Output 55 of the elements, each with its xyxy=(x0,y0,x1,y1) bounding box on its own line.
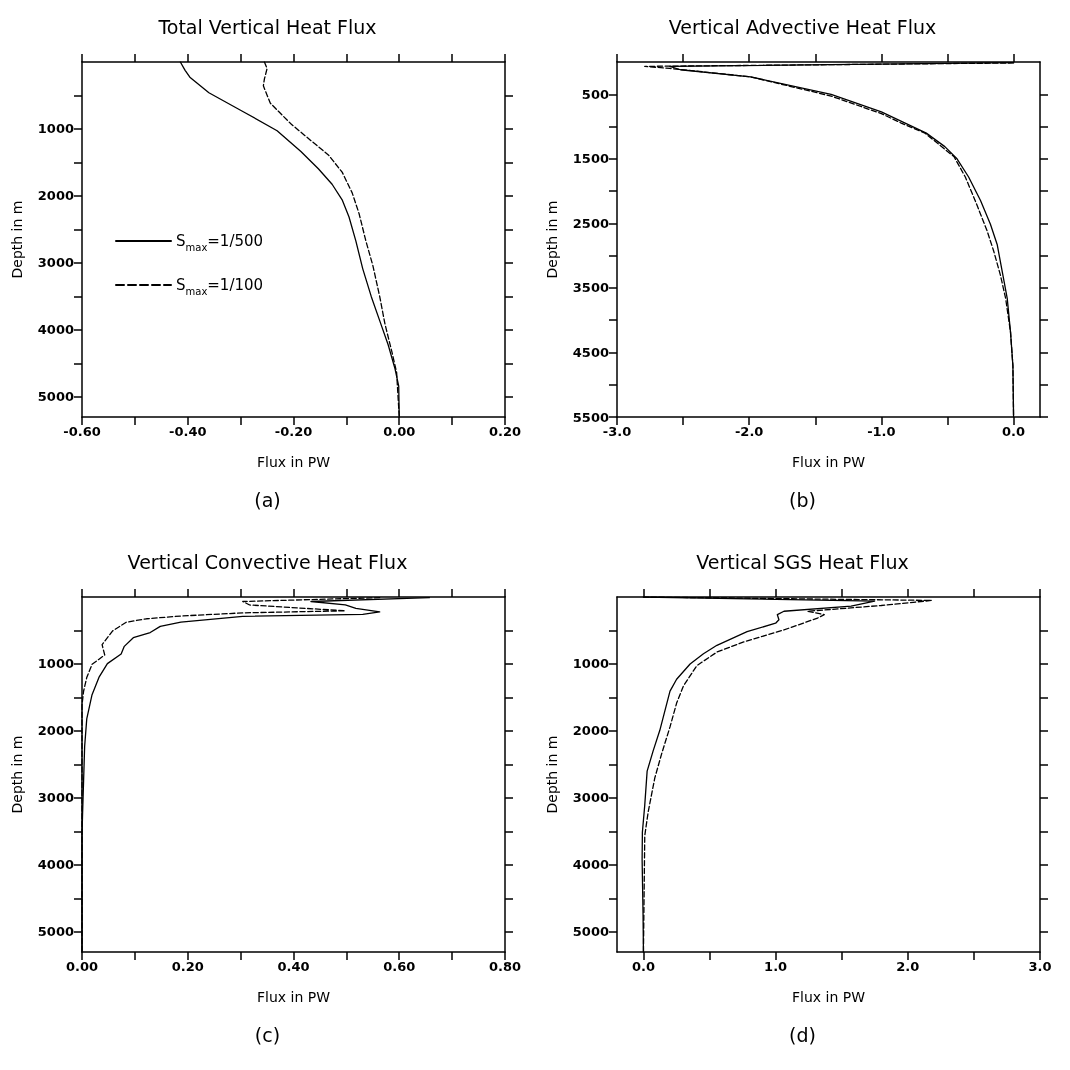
chart-title: Vertical SGS Heat Flux xyxy=(696,550,909,573)
y-tick-label: 1500 xyxy=(572,151,609,167)
x-tick-label: -0.40 xyxy=(169,424,207,439)
y-tick-label: 500 xyxy=(581,86,609,102)
x-tick-label: 2.0 xyxy=(896,959,920,974)
x-tick-label: 0.00 xyxy=(65,959,99,974)
text: (d) xyxy=(789,1023,816,1046)
y-tick-label: 5500 xyxy=(572,409,609,425)
y-tick-label: 2000 xyxy=(572,723,609,739)
y-tick-label: 1000 xyxy=(572,656,609,672)
x-tick-label: 0.20 xyxy=(488,424,522,439)
y-axis-title: Depth in m xyxy=(544,735,560,814)
x-tick-label: -2.0 xyxy=(734,424,764,439)
text: (c) xyxy=(254,1023,281,1046)
x-tick-label: -1.0 xyxy=(867,424,896,439)
x-axis-title: Flux in PW xyxy=(256,989,331,1005)
y-tick-label: 3000 xyxy=(572,790,609,806)
y-tick-label: 3000 xyxy=(37,255,74,271)
y-tick-label: 4000 xyxy=(37,322,74,338)
y-axis-title: Depth in m xyxy=(9,735,25,814)
text: (a) xyxy=(254,488,281,511)
x-tick-label: 0.60 xyxy=(383,959,416,974)
chart-title: Vertical Convective Heat Flux xyxy=(127,550,408,573)
x-axis-title: Flux in PW xyxy=(791,989,866,1005)
x-tick-label: -0.20 xyxy=(274,424,313,439)
x-tick-label: 0.80 xyxy=(488,959,522,974)
y-tick-label: 5000 xyxy=(572,924,609,940)
y-tick-label: 5000 xyxy=(37,924,74,940)
x-tick-label: 0.20 xyxy=(171,959,204,974)
x-tick-label: 0.0 xyxy=(631,959,655,974)
y-tick-label: 2500 xyxy=(572,215,609,231)
text: (b) xyxy=(789,488,816,511)
x-tick-label: 0.00 xyxy=(383,424,416,439)
x-tick-label: 0.0 xyxy=(1002,424,1026,439)
x-tick-label: -3.0 xyxy=(602,424,632,439)
y-tick-label: 2000 xyxy=(37,723,74,739)
y-tick-label: 4000 xyxy=(37,857,74,873)
x-tick-label: 3.0 xyxy=(1028,959,1052,974)
y-tick-label: 1000 xyxy=(37,656,74,672)
y-tick-label: 4000 xyxy=(572,857,609,873)
y-tick-label: 1000 xyxy=(37,121,74,137)
y-tick-label: 2000 xyxy=(37,188,74,204)
chart-title: Total Vertical Heat Flux xyxy=(157,15,377,38)
y-tick-label: 3000 xyxy=(37,790,74,806)
y-axis-title: Depth in m xyxy=(9,200,25,279)
x-axis-title: Flux in PW xyxy=(791,454,866,470)
y-axis-title: Depth in m xyxy=(544,200,560,279)
x-axis-title: Flux in PW xyxy=(256,454,331,470)
y-tick-label: 3500 xyxy=(572,280,609,296)
y-tick-label: 4500 xyxy=(572,344,609,360)
x-tick-label: -0.60 xyxy=(63,424,101,439)
chart-title: Vertical Advective Heat Flux xyxy=(668,15,937,38)
y-tick-label: 5000 xyxy=(37,389,74,405)
x-tick-label: 0.40 xyxy=(277,959,310,974)
x-tick-label: 1.0 xyxy=(764,959,788,974)
